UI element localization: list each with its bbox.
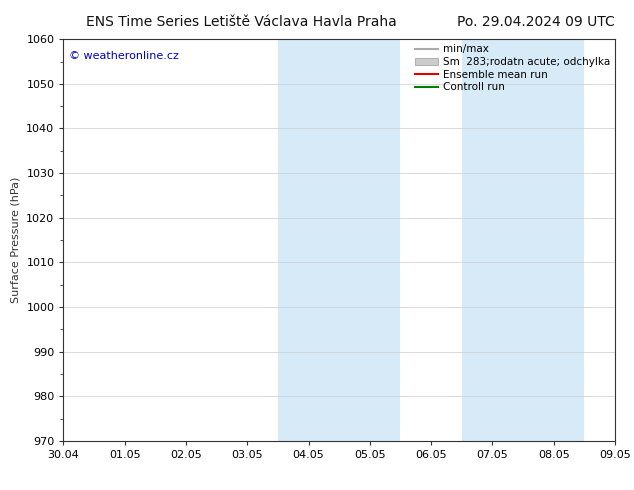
Legend: min/max, Sm  283;rodatn acute; odchylka, Ensemble mean run, Controll run: min/max, Sm 283;rodatn acute; odchylka, … [413,42,612,94]
Y-axis label: Surface Pressure (hPa): Surface Pressure (hPa) [11,177,21,303]
Text: © weatheronline.cz: © weatheronline.cz [69,51,179,61]
Text: ENS Time Series Letiště Václava Havla Praha: ENS Time Series Letiště Václava Havla Pr… [86,15,396,29]
Bar [339,39,401,441]
Bar [278,39,339,441]
Bar [462,39,523,441]
Bar [523,39,585,441]
Text: Po. 29.04.2024 09 UTC: Po. 29.04.2024 09 UTC [457,15,615,29]
